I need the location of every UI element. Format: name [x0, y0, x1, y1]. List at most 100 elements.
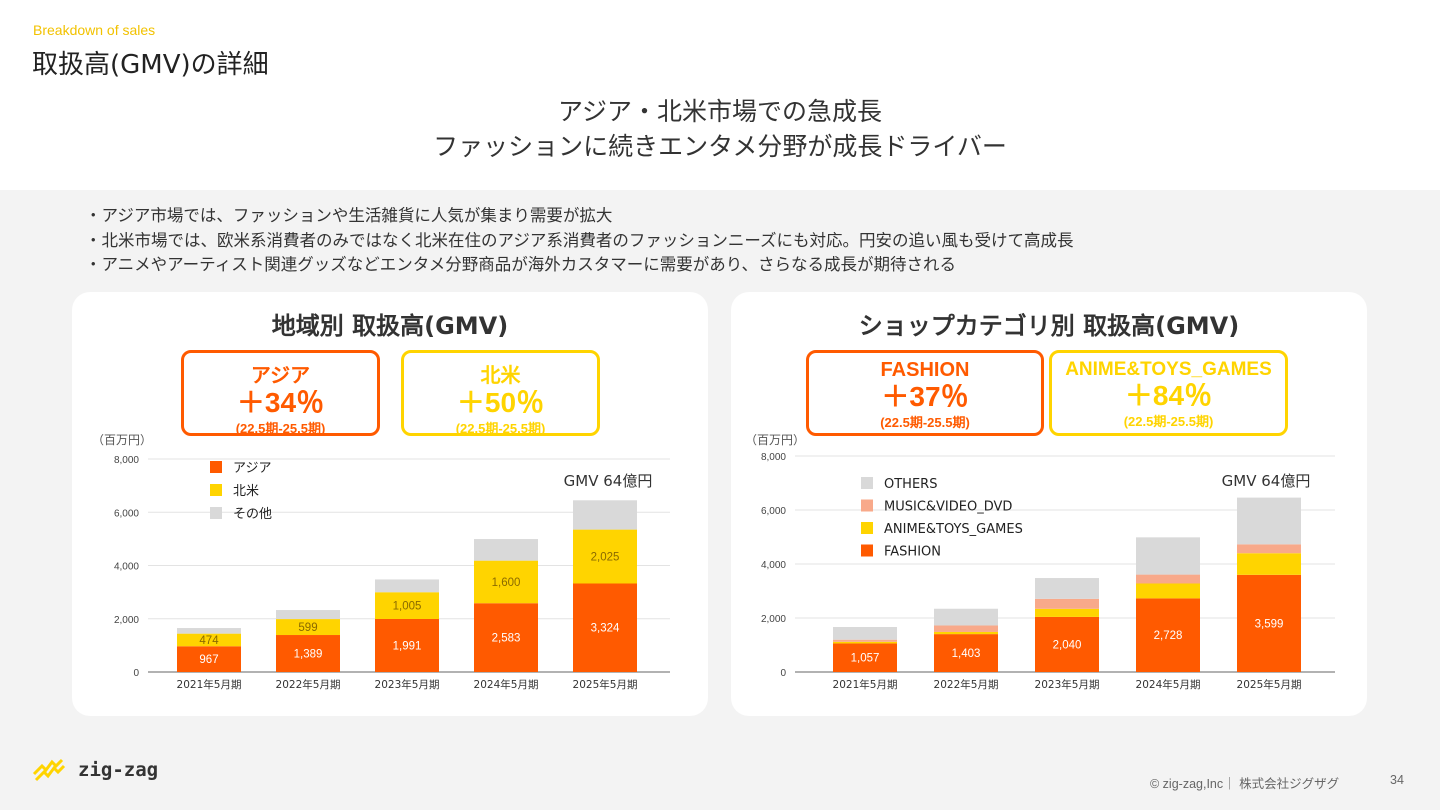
bar-segment	[833, 643, 897, 672]
bar-segment	[1035, 598, 1099, 609]
category-card-title: ショップカテゴリ別 取扱高(GMV)	[858, 312, 1240, 340]
legend-label: 北米	[233, 484, 259, 499]
na-growth-period: (22.5期-25.5期)	[455, 421, 546, 436]
legend-label: アジア	[233, 461, 271, 476]
bar-segment	[1136, 537, 1200, 575]
fashion-growth-label: FASHION	[880, 359, 970, 381]
anime-growth-label: ANIME&TOYS_GAMES	[1065, 359, 1272, 380]
bar-segment	[1237, 544, 1301, 554]
legend-swatch	[861, 522, 873, 534]
bar-segment	[934, 631, 998, 635]
data-label: 3,599	[1255, 618, 1284, 630]
anime-growth-value: ＋84％	[1124, 380, 1213, 411]
page-number: 34	[1390, 773, 1404, 787]
bar-segment	[375, 592, 439, 619]
anime-growth-box: ANIME&TOYS_GAMES ＋84％ (22.5期-25.5期)	[1049, 350, 1288, 436]
y-tick-label: 6,000	[761, 506, 786, 517]
x-tick-label: 2021年5月期	[177, 678, 242, 691]
asia-growth-value: ＋34％	[236, 387, 325, 418]
data-label: 1,991	[393, 640, 422, 652]
legend-swatch	[210, 461, 222, 473]
na-growth-value: ＋50％	[456, 387, 545, 418]
legend-label: FASHION	[884, 545, 941, 560]
bar-segment	[833, 639, 897, 642]
region-gmv-chart: （百万円） 0 2,000 4,000 6,000 8,000 967 474 2021年5月期…	[92, 433, 670, 691]
bar-segment	[177, 646, 241, 672]
bar-segment	[177, 633, 241, 647]
bar-segment	[934, 634, 998, 672]
data-label: 1,005	[393, 601, 422, 613]
fashion-growth-box: FASHION ＋37％ (22.5期-25.5期)	[806, 350, 1044, 436]
legend-swatch	[210, 484, 222, 496]
bar-segment	[1237, 574, 1301, 672]
section-subtitle: Breakdown of sales	[33, 22, 156, 38]
asia-growth-label: アジア	[250, 365, 311, 387]
x-tick-label: 2022年5月期	[934, 678, 999, 691]
bar-segment	[573, 500, 637, 530]
bar-segment	[276, 619, 340, 636]
data-label: 2,728	[1154, 630, 1183, 642]
unit-label: （百万円）	[745, 433, 805, 447]
headline-line-1: アジア・北米市場での急成長	[557, 97, 882, 126]
data-label: 1,057	[851, 653, 880, 665]
y-tick-label: 8,000	[761, 452, 786, 463]
legend-swatch	[861, 499, 873, 512]
y-tick-label: 4,000	[761, 560, 786, 571]
bar-segment	[833, 641, 897, 644]
bullet-item: ・アニメやアーティスト関連グッズなどエンタメ分野商品が海外カスタマーに需要があり…	[85, 255, 957, 274]
x-tick-label: 2022年5月期	[276, 678, 341, 691]
headline-line-2: ファッションに続きエンタメ分野が成長ドライバー	[433, 132, 1007, 161]
legend-label: その他	[233, 507, 272, 522]
data-label: 967	[199, 654, 218, 666]
legend-swatch	[861, 477, 873, 489]
y-tick-label: 6,000	[114, 508, 139, 519]
bullet-item: ・アジア市場では、ファッションや生活雑貨に人気が集まり需要が拡大	[85, 206, 613, 225]
legend-label: MUSIC&VIDEO_DVD	[884, 500, 1012, 515]
data-label: 1,403	[952, 648, 981, 660]
bar-segment	[177, 628, 241, 634]
gmv-total-annotation: GMV 64億円	[1222, 472, 1311, 490]
zigzag-mark-icon	[32, 758, 66, 782]
category-gmv-card: ショップカテゴリ別 取扱高(GMV) FASHION ＋37％ (22.5期-2…	[731, 292, 1367, 716]
bar-segment	[1237, 497, 1301, 545]
na-growth-label: 北米	[480, 365, 521, 387]
bar-segment	[934, 608, 998, 626]
x-tick-label: 2025年5月期	[573, 678, 638, 691]
data-label: 2,583	[492, 633, 521, 645]
bar-segment	[276, 635, 340, 672]
bar-segment	[474, 603, 538, 672]
y-tick-label: 0	[133, 668, 139, 679]
y-tick-label: 2,000	[114, 615, 139, 626]
region-gmv-card: 地域別 取扱高(GMV) アジア ＋34％ (22.5期-25.5期) 北米 ＋…	[72, 292, 708, 716]
y-tick-label: 2,000	[761, 614, 786, 625]
bullet-list: ・アジア市場では、ファッションや生活雑貨に人気が集まり需要が拡大 ・北米市場では…	[85, 204, 1074, 278]
x-tick-label: 2024年5月期	[474, 678, 539, 691]
bar-segment	[573, 529, 637, 584]
bar-segment	[1237, 553, 1301, 575]
y-tick-label: 4,000	[114, 562, 139, 573]
category-gmv-chart: （百万円） 0 2,000 4,000 6,000 8,000 1,057 2021年5月期 1…	[745, 433, 1335, 691]
x-tick-label: 2024年5月期	[1136, 678, 1201, 691]
x-tick-label: 2023年5月期	[1035, 678, 1100, 691]
na-growth-box: 北米 ＋50％ (22.5期-25.5期)	[401, 350, 600, 436]
data-label: 2,040	[1053, 639, 1082, 651]
legend-swatch	[210, 507, 222, 519]
data-label: 1,389	[294, 649, 323, 661]
bar-segment	[573, 583, 637, 672]
bar-segment	[1035, 608, 1099, 617]
bar-segment	[474, 539, 538, 561]
zig-zag-logo: zig-zag	[32, 752, 162, 792]
data-label: 3,324	[591, 623, 620, 635]
bar-segment	[276, 610, 340, 620]
bar-segment	[1035, 616, 1099, 672]
region-card-title: 地域別 取扱高(GMV)	[271, 312, 509, 340]
legend-swatch	[861, 544, 873, 557]
logo-text: zig-zag	[78, 759, 158, 781]
bar-segment	[474, 560, 538, 604]
bullet-item: ・北米市場では、欧米系消費者のみではなく北米在住のアジア系消費者のファッションニ…	[85, 230, 1074, 250]
bar-segment	[375, 618, 439, 672]
x-tick-label: 2021年5月期	[833, 678, 898, 691]
asia-growth-period: (22.5期-25.5期)	[235, 421, 326, 436]
bar-segment	[934, 625, 998, 632]
y-tick-label: 0	[780, 668, 786, 679]
